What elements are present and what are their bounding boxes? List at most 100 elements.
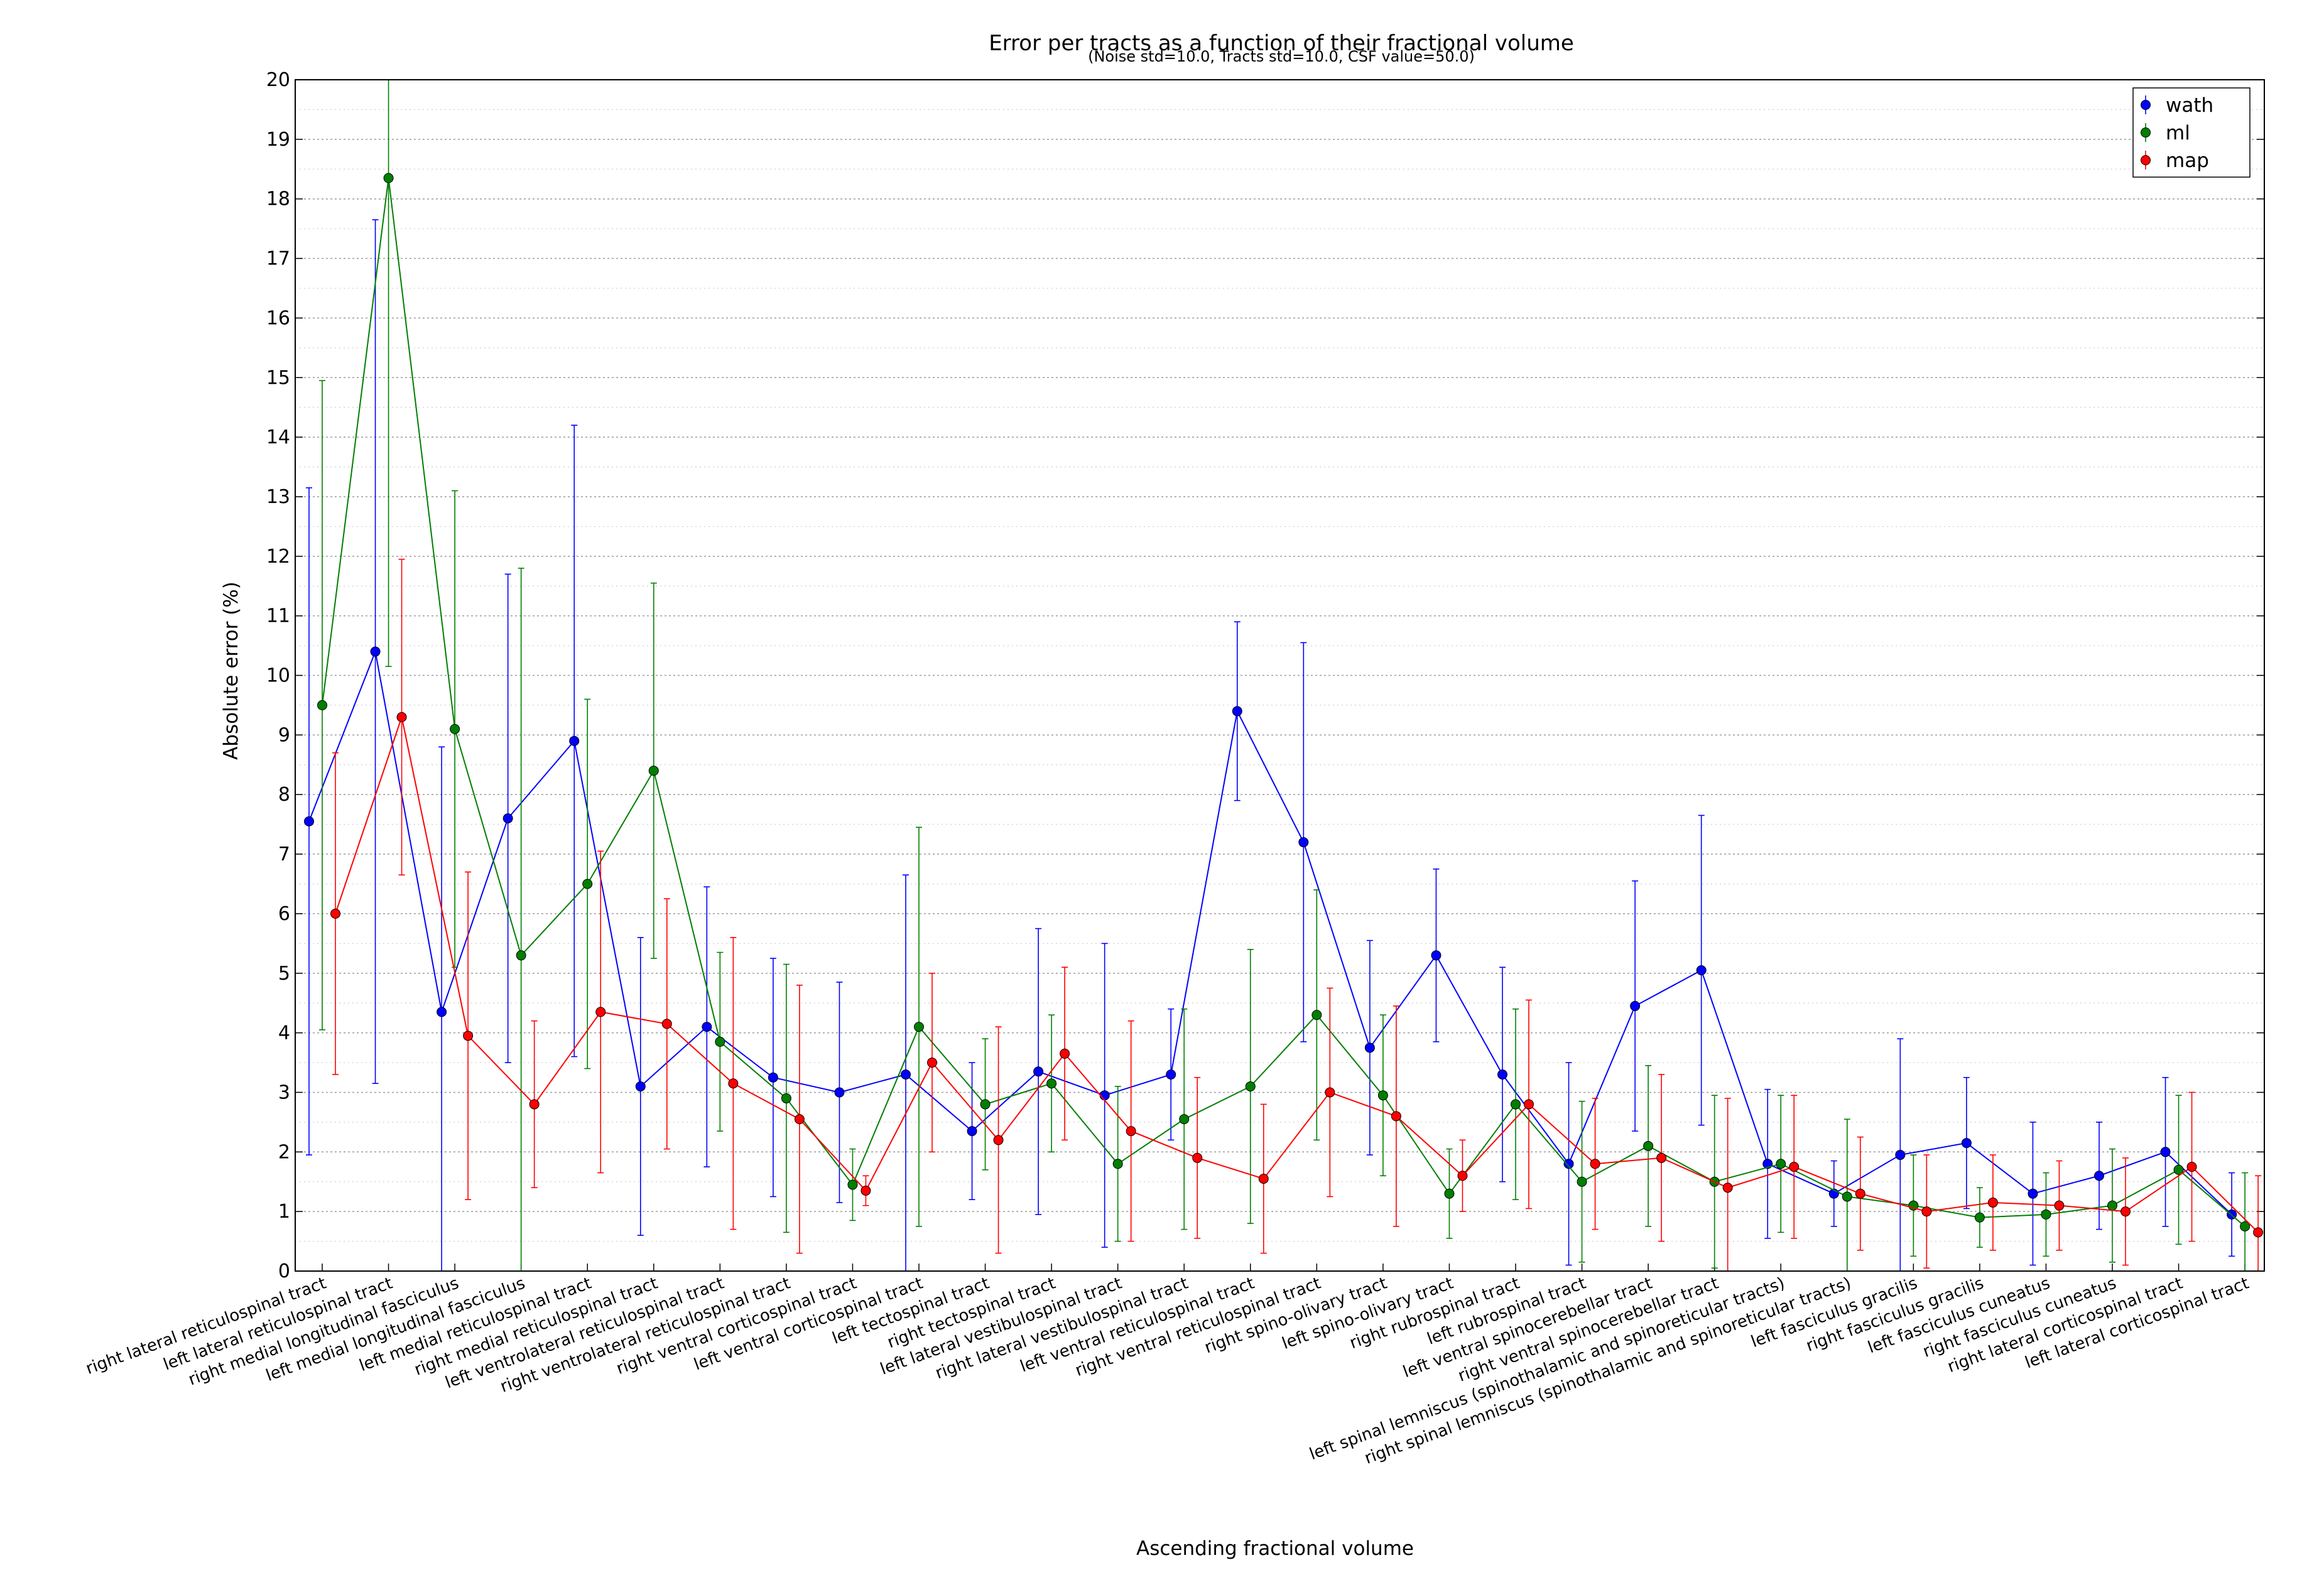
y-tick-label: 9 — [278, 724, 290, 746]
data-point — [1377, 1090, 1388, 1101]
x-axis-title: Ascending fractional volume — [1136, 1537, 1414, 1560]
data-point — [1325, 1087, 1335, 1098]
data-point — [1245, 1081, 1256, 1091]
data-point — [1895, 1150, 1906, 1161]
data-point — [1364, 1042, 1375, 1053]
data-point — [1656, 1152, 1667, 1163]
y-tick-label: 3 — [278, 1081, 290, 1103]
data-point — [1497, 1069, 1507, 1080]
data-point — [1099, 1090, 1110, 1101]
data-point — [569, 735, 580, 746]
data-point — [1232, 706, 1242, 717]
data-point — [2253, 1227, 2264, 1238]
legend-marker — [2141, 100, 2151, 110]
legend-label: map — [2166, 149, 2209, 172]
data-point — [661, 1019, 672, 1029]
legend-label: ml — [2166, 122, 2190, 144]
data-point — [1192, 1152, 1203, 1163]
data-point — [1298, 837, 1309, 848]
y-tick-label: 16 — [266, 307, 290, 329]
data-point — [2240, 1221, 2251, 1232]
data-point — [437, 1007, 447, 1017]
data-point — [1855, 1188, 1865, 1199]
data-point — [370, 646, 381, 657]
y-tick-label: 15 — [266, 367, 290, 389]
data-point — [582, 879, 593, 889]
y-tick-label: 12 — [266, 546, 290, 568]
data-point — [2173, 1164, 2184, 1175]
y-tick-label: 14 — [266, 426, 290, 448]
y-tick-label: 6 — [278, 903, 290, 925]
data-point — [1112, 1159, 1123, 1169]
y-tick-label: 17 — [266, 248, 290, 270]
data-point — [901, 1069, 911, 1080]
data-point — [927, 1058, 937, 1068]
y-tick-label: 8 — [278, 784, 290, 806]
data-point — [463, 1031, 474, 1041]
series-ml — [317, 80, 2251, 1271]
chart-title: Error per tracts as a function of their … — [989, 31, 1574, 56]
data-point — [304, 816, 314, 826]
data-point — [715, 1036, 725, 1047]
data-point — [1511, 1099, 1521, 1110]
data-point — [1577, 1176, 1587, 1187]
data-point — [1258, 1173, 1269, 1184]
data-point — [768, 1072, 778, 1083]
data-point — [1033, 1066, 1044, 1077]
data-point — [1166, 1069, 1176, 1080]
data-point — [383, 173, 394, 183]
data-point — [1563, 1159, 1574, 1169]
data-series — [304, 80, 2264, 1272]
data-point — [1444, 1188, 1455, 1199]
data-point — [847, 1179, 858, 1190]
data-point — [502, 813, 513, 824]
data-point — [529, 1099, 540, 1110]
data-point — [834, 1087, 845, 1098]
data-point — [980, 1099, 991, 1110]
data-point — [702, 1022, 712, 1032]
y-tick-label: 11 — [266, 605, 290, 627]
data-point — [1431, 950, 1442, 961]
y-tick-label: 19 — [266, 129, 290, 151]
data-point — [396, 712, 407, 722]
data-point — [993, 1135, 1004, 1145]
data-point — [1842, 1191, 1852, 1202]
legend-box — [2132, 87, 2251, 178]
data-point — [2041, 1209, 2051, 1220]
data-point — [1311, 1010, 1322, 1020]
data-point — [861, 1185, 871, 1196]
data-point — [2186, 1162, 2197, 1172]
series-line — [322, 178, 2245, 1227]
data-point — [1590, 1159, 1600, 1169]
data-point — [330, 908, 340, 919]
data-point — [1060, 1048, 1070, 1059]
data-point — [1179, 1114, 1190, 1125]
y-tick-label: 2 — [278, 1141, 290, 1163]
data-point — [728, 1078, 739, 1089]
data-point — [1961, 1138, 1972, 1149]
data-point — [2160, 1147, 2171, 1157]
data-point — [1789, 1162, 1800, 1172]
y-tick-label: 1 — [278, 1201, 290, 1223]
data-point — [450, 723, 460, 734]
series-wath — [304, 219, 2237, 1272]
data-point — [1643, 1140, 1654, 1151]
plot-frame — [295, 79, 2265, 1272]
y-tick-label: 5 — [278, 963, 290, 985]
data-point — [781, 1093, 791, 1103]
y-axis-title: Absolute error (%) — [220, 582, 242, 760]
data-point — [914, 1022, 924, 1032]
data-point — [635, 1081, 646, 1091]
gridlines — [295, 79, 2264, 1272]
y-tick-label: 4 — [278, 1022, 290, 1044]
data-point — [2094, 1171, 2104, 1181]
data-point — [1987, 1197, 1998, 1208]
data-point — [1630, 1000, 1641, 1011]
data-point — [1391, 1111, 1401, 1122]
y-tick-label: 18 — [266, 188, 290, 210]
data-point — [317, 700, 327, 710]
y-tick-label: 7 — [278, 843, 290, 865]
